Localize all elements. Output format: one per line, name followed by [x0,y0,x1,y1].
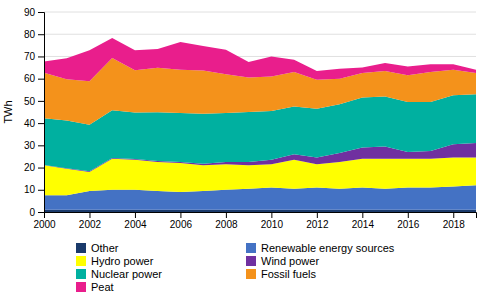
tick-mark [453,212,454,218]
tick-label: 90 [24,7,36,18]
tick-label: 80 [24,29,36,40]
legend-label: Other [91,242,119,254]
legend-swatch [76,282,86,292]
legend-item: Nuclear power [76,268,162,280]
tick-mark [226,212,227,218]
tick-mark [38,212,44,213]
legend-item: Wind power [246,255,319,267]
tick-mark [38,190,44,191]
tick-label: 60 [24,73,36,84]
tick-mark [38,34,44,35]
legend-swatch [246,269,256,279]
tick-mark [317,212,318,218]
tick: 0 [29,207,44,218]
tick-label: 40 [24,118,36,129]
legend-label: Renewable energy sources [261,242,395,254]
tick: 70 [24,51,44,62]
tick-label: 2008 [215,219,238,230]
tick: 2000 [33,212,56,230]
tick-label: 70 [24,51,36,62]
tick-mark [408,212,409,218]
tick-label: 2010 [261,219,284,230]
tick-label: 2012 [306,219,329,230]
tick: 10 [24,184,44,195]
tick-mark [89,212,90,218]
grid-line [44,34,476,35]
tick-label: 20 [24,162,36,173]
tick-label: 2016 [397,219,420,230]
chart: 2000200220042006200820102012201420162018… [0,0,492,302]
tick-label: 2000 [33,219,56,230]
tick-label: 0 [29,207,35,218]
tick-label: 30 [24,140,36,151]
tick-mark [38,168,44,169]
tick: 2008 [215,212,238,230]
legend-label: Hydro power [91,255,154,267]
legend: Other Renewable energy sources Hydro power… [76,242,395,293]
legend-swatch [76,269,86,279]
tick: 50 [24,96,44,107]
x-axis: 2000 2002 2004 2006 2008 2010 2012 2014 2016 2018 [33,212,476,230]
area [44,38,476,81]
tick: 2004 [124,212,147,230]
legend-label: Fossil fuels [261,268,317,280]
tick: 80 [24,29,44,40]
tick: 2018 [443,212,466,230]
tick: 30 [24,140,44,151]
legend-item: Fossil fuels [246,268,317,280]
tick: 2014 [352,212,375,230]
area [44,210,476,212]
legend-item: Peat [76,281,114,293]
tick: 20 [24,162,44,173]
tick-mark [38,123,44,124]
tick-mark [38,56,44,57]
tick-label: 2006 [170,219,193,230]
grid-line [44,12,476,13]
tick-label: 2014 [352,219,375,230]
axis-title: TWh [2,100,14,123]
tick: 60 [24,73,44,84]
tick-mark [38,101,44,102]
legend-label: Nuclear power [91,268,162,280]
tick: 40 [24,118,44,129]
legend-swatch [246,256,256,266]
tick-label: 10 [24,184,36,195]
plot: 2000200220042006200820102012201420162018… [2,7,477,230]
grid [44,12,476,212]
areas [44,38,476,212]
tick-mark [135,212,136,218]
legend-label: Wind power [261,255,319,267]
legend-swatch [76,256,86,266]
axis-line [38,13,45,213]
legend-label: Peat [91,281,114,293]
tick-mark [362,212,363,218]
legend-swatch [246,243,256,253]
tick-label: 2004 [124,219,147,230]
legend-swatch [76,243,86,253]
y-axis: 0 10 20 30 40 50 60 70 80 90 [24,7,45,218]
tick-mark [180,212,181,218]
tick-mark [38,79,44,80]
axis-line [45,213,477,219]
tick: 2016 [397,212,420,230]
tick: 2012 [306,212,329,230]
legend-item: Other [76,242,119,254]
tick-label: 2002 [79,219,102,230]
tick-mark [271,212,272,218]
tick: 90 [24,7,44,18]
tick: 2006 [170,212,193,230]
legend-item: Renewable energy sources [246,242,395,254]
legend-item: Hydro power [76,255,154,267]
tick: 2002 [79,212,102,230]
tick: 2010 [261,212,284,230]
tick-mark [38,12,44,13]
tick-mark [38,145,44,146]
tick-label: 50 [24,96,36,107]
tick-label: 2018 [443,219,466,230]
